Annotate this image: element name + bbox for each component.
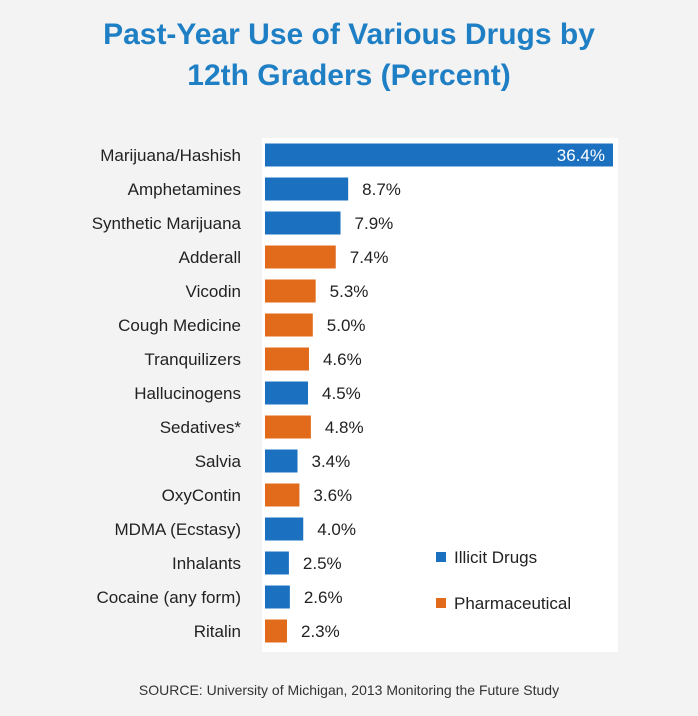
category-label: Salvia — [195, 452, 242, 471]
value-label: 3.4% — [312, 452, 351, 471]
category-label: Marijuana/Hashish — [100, 146, 241, 165]
bar — [265, 143, 613, 167]
value-label: 5.3% — [330, 282, 369, 301]
category-label: Cocaine (any form) — [96, 588, 241, 607]
value-label: 4.6% — [323, 350, 362, 369]
category-label: Hallucinogens — [134, 384, 241, 403]
bar — [265, 517, 304, 541]
bar — [265, 619, 287, 643]
legend-label: Pharmaceutical — [454, 594, 571, 613]
category-label: Sedatives* — [160, 418, 242, 437]
value-label: 7.9% — [355, 214, 394, 233]
chart-title-line1: Past-Year Use of Various Drugs by — [103, 18, 595, 51]
category-label: MDMA (Ecstasy) — [114, 520, 241, 539]
value-label: 8.7% — [362, 180, 401, 199]
bar — [265, 415, 311, 439]
value-label: 4.5% — [322, 384, 361, 403]
bar — [265, 245, 336, 269]
bar — [265, 313, 313, 337]
category-label: Adderall — [179, 248, 241, 267]
legend-label: Illicit Drugs — [454, 548, 537, 567]
category-label: Inhalants — [172, 554, 241, 573]
legend-swatch — [436, 598, 446, 608]
bar — [265, 585, 290, 609]
value-label: 2.6% — [304, 588, 343, 607]
category-label: Vicodin — [186, 282, 241, 301]
legend-swatch — [436, 552, 446, 562]
bar — [265, 279, 316, 303]
category-label: Ritalin — [194, 622, 241, 641]
value-label: 7.4% — [350, 248, 389, 267]
value-label: 3.6% — [313, 486, 352, 505]
category-label: OxyContin — [162, 486, 241, 505]
bar — [265, 449, 298, 473]
category-label: Cough Medicine — [118, 316, 241, 335]
value-label: 36.4% — [557, 146, 605, 165]
bar — [265, 211, 341, 235]
category-label: Tranquilizers — [144, 350, 241, 369]
bar — [265, 347, 309, 371]
chart-title-line2: 12th Graders (Percent) — [187, 59, 511, 92]
value-label: 2.5% — [303, 554, 342, 573]
bar — [265, 381, 309, 405]
category-label: Synthetic Marijuana — [92, 214, 242, 233]
value-label: 4.0% — [317, 520, 356, 539]
bar — [265, 177, 349, 201]
source-note: SOURCE: University of Michigan, 2013 Mon… — [138, 682, 560, 698]
bar — [265, 483, 300, 507]
chart-title: Past-Year Use of Various Drugs by 12th G… — [0, 14, 698, 96]
value-label: 4.8% — [325, 418, 364, 437]
category-label: Amphetamines — [128, 180, 241, 199]
value-label: 2.3% — [301, 622, 340, 641]
value-label: 5.0% — [327, 316, 366, 335]
bar — [265, 551, 289, 575]
